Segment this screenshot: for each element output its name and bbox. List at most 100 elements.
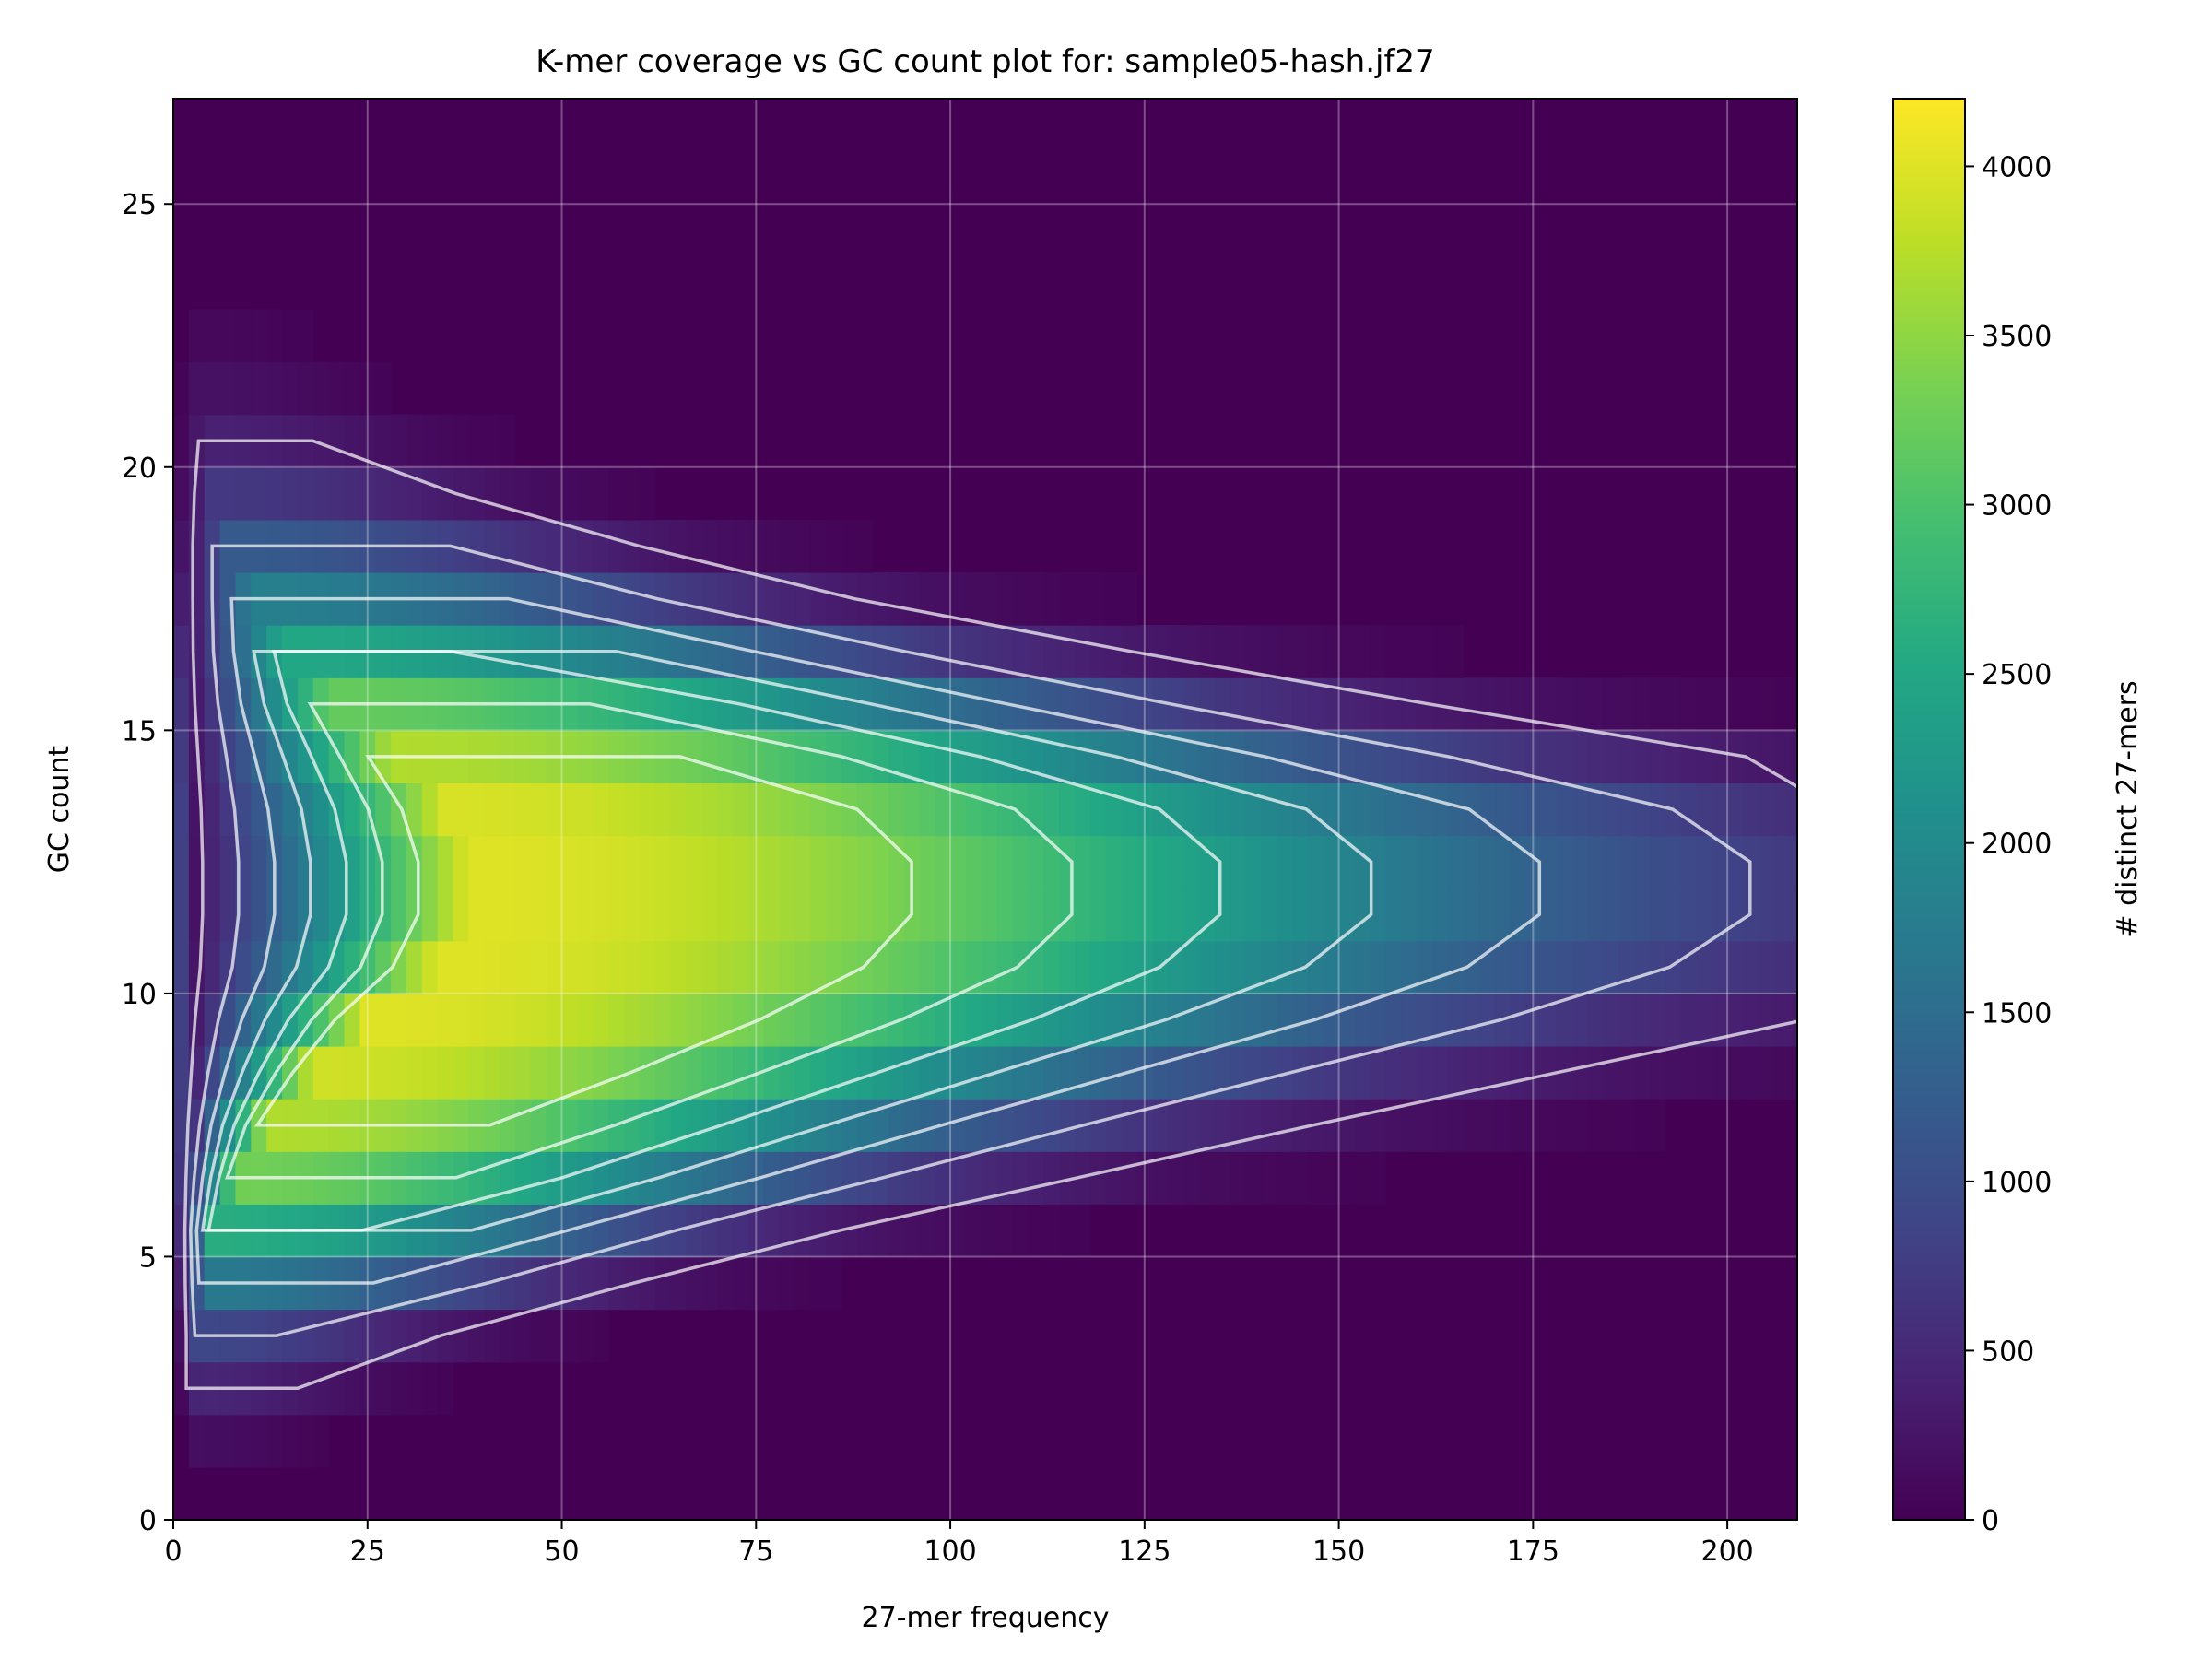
heatmap-cell <box>763 993 781 1047</box>
heatmap-cell <box>872 782 889 837</box>
heatmap-cell <box>1074 888 1091 942</box>
heatmap-cell <box>733 1256 749 1311</box>
heatmap-cell <box>1540 835 1558 889</box>
heatmap-cell <box>701 888 718 942</box>
heatmap-cell <box>1431 782 1449 837</box>
heatmap-cell <box>810 888 827 942</box>
heatmap-cell <box>1136 888 1153 942</box>
heatmap-cell <box>530 940 547 994</box>
heatmap-cell <box>856 1151 874 1205</box>
heatmap-cell <box>919 1099 935 1152</box>
heatmap-cell <box>1510 835 1526 889</box>
heatmap-cell <box>453 782 469 837</box>
heatmap-cell <box>747 835 765 889</box>
heatmap-cell <box>903 782 920 837</box>
heatmap-cell <box>344 466 360 521</box>
heatmap-cell <box>1789 730 1797 784</box>
heatmap-cell <box>670 835 688 889</box>
heatmap-cell <box>701 625 718 678</box>
heatmap-cell <box>733 519 749 573</box>
heatmap-cell <box>1571 677 1588 731</box>
heatmap-cell <box>1182 888 1200 942</box>
heatmap-cell <box>1028 993 1044 1047</box>
heatmap-cell <box>1261 835 1277 889</box>
heatmap-cell <box>1089 1046 1107 1100</box>
heatmap-cell <box>701 1256 718 1311</box>
heatmap-cell <box>1261 940 1277 994</box>
heatmap-cell <box>1043 1151 1060 1205</box>
heatmap-cell <box>204 782 221 837</box>
heatmap-cell <box>733 1046 749 1100</box>
heatmap-cell <box>530 1099 547 1152</box>
heatmap-cell <box>282 730 299 784</box>
heatmap-cell <box>623 940 641 994</box>
heatmap-cell <box>1043 677 1060 731</box>
heatmap-cell <box>1556 730 1573 784</box>
heatmap-cell <box>312 1309 330 1363</box>
heatmap-cell <box>639 625 656 678</box>
heatmap-cell <box>919 782 935 837</box>
heatmap-cell <box>763 1204 781 1258</box>
heatmap-cell <box>1338 940 1356 994</box>
heatmap-cell <box>1431 1046 1449 1100</box>
heatmap-cell <box>1416 625 1433 678</box>
heatmap-cell <box>235 940 252 994</box>
heatmap-cell <box>1587 993 1604 1047</box>
heatmap-cell <box>500 888 516 942</box>
heatmap-cell <box>996 1099 1014 1152</box>
heatmap-cell <box>717 1204 734 1258</box>
heatmap-cell <box>872 835 889 889</box>
heatmap-cell <box>312 1046 330 1100</box>
heatmap-cell <box>763 1256 781 1311</box>
heatmap-cell <box>1510 677 1526 731</box>
heatmap-cell <box>235 466 252 521</box>
heatmap-cell <box>1059 1151 1076 1205</box>
heatmap-cell <box>1089 572 1107 626</box>
heatmap-cell <box>826 888 842 942</box>
heatmap-cell <box>1603 940 1619 994</box>
heatmap-cell <box>251 782 267 837</box>
heatmap-cell <box>608 572 625 626</box>
heatmap-cell <box>251 361 267 416</box>
heatmap-cell <box>1649 1099 1666 1152</box>
colorbar-tick-label: 3000 <box>1982 490 2052 523</box>
heatmap-cell <box>701 782 718 837</box>
heatmap-cell <box>965 1204 982 1258</box>
heatmap-cell <box>1261 677 1277 731</box>
heatmap-cell <box>359 361 376 416</box>
heatmap-cell <box>1758 888 1775 942</box>
heatmap-cell <box>437 1361 454 1416</box>
heatmap-cell <box>1431 1099 1449 1152</box>
heatmap-cell <box>406 835 423 889</box>
heatmap-cell <box>577 993 594 1047</box>
heatmap-cell <box>1261 888 1277 942</box>
heatmap-cell <box>1043 993 1060 1047</box>
heatmap-cell <box>546 519 563 573</box>
heatmap-cell <box>935 677 951 731</box>
heatmap-cell <box>484 993 500 1047</box>
heatmap-cell <box>903 1099 920 1152</box>
heatmap-cell <box>1168 835 1184 889</box>
heatmap-cell <box>1649 730 1666 784</box>
heatmap-cell <box>1105 782 1123 837</box>
heatmap-cell <box>1028 888 1044 942</box>
heatmap-cell <box>406 993 423 1047</box>
heatmap-cell <box>344 730 360 784</box>
heatmap-cell <box>950 1046 967 1100</box>
heatmap-cell <box>996 730 1014 784</box>
heatmap-cell <box>1182 835 1200 889</box>
colorbar-label: # distinct 27-mers <box>2112 680 2144 937</box>
heatmap-cell <box>1338 1099 1356 1152</box>
heatmap-cell <box>514 1099 532 1152</box>
heatmap-cell <box>375 414 392 468</box>
heatmap-cell <box>1696 782 1712 837</box>
heatmap-cell <box>266 361 283 416</box>
heatmap-cell <box>639 888 656 942</box>
heatmap-cell <box>935 730 951 784</box>
heatmap-cell <box>903 940 920 994</box>
heatmap-cell <box>1494 1046 1511 1100</box>
heatmap-cell <box>1323 1099 1340 1152</box>
heatmap-cell <box>359 835 376 889</box>
heatmap-cell <box>1633 940 1651 994</box>
heatmap-cell <box>1230 940 1247 994</box>
